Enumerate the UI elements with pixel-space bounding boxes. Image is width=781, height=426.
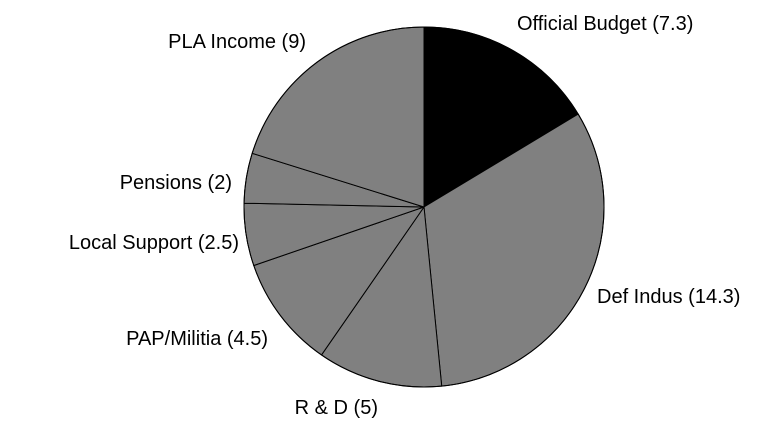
- slice-label-2: Def Indus (14.3): [597, 286, 740, 308]
- pie-slices: [243, 26, 605, 388]
- slice-label-1: Official Budget (7.3): [517, 13, 693, 35]
- slice-label-4: PAP/Militia (4.5): [126, 328, 268, 350]
- pie-outline: [243, 26, 605, 388]
- pie-labels: Official Budget (7.3) Def Indus (14.3) R &…: [69, 13, 741, 419]
- slice-label-5: Local Support (2.5): [69, 232, 239, 254]
- slice-label-7: PLA Income (9): [168, 31, 306, 53]
- slice-label-3: R & D (5): [295, 397, 378, 419]
- slice-label-6: Pensions (2): [120, 172, 232, 194]
